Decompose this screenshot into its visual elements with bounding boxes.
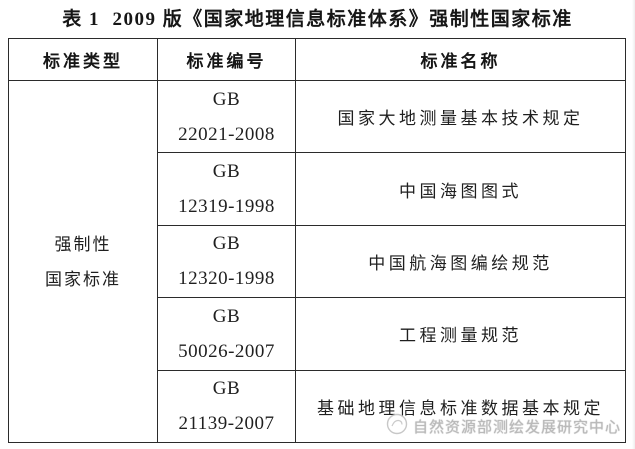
standard-code-cell: GB 12319-1998 [157,152,296,226]
code-prefix: GB [212,378,241,400]
standard-code-cell: GB 50026-2007 [157,297,296,371]
code-number: 50026-2007 [178,340,275,362]
table-row: GB 21139-2007 基础地理信息标准数据基本规定 [9,369,626,444]
standard-name-cell: 基础地理信息标准数据基本规定 [295,369,626,444]
standards-table: 标准类型 标准编号 标准名称 强制性 国家标准 GB 22021-2008 国家… [8,38,626,444]
code-number: 22021-2008 [178,123,275,145]
standard-name-cell: 中国海图图式 [295,152,626,226]
code-number: 12319-1998 [178,196,275,218]
standard-code-cell: GB 21139-2007 [157,369,296,444]
col-header-standard-type: 标准类型 [8,38,158,81]
standard-code-cell: GB 12320-1998 [157,224,296,299]
table-row: GB 12319-1998 中国海图图式 [9,152,626,226]
standard-type-line: 强制性 [54,234,112,254]
table-caption: 表 1 2009 版《国家地理信息标准体系》强制性国家标准 [62,9,573,30]
standard-name-cell: 国家大地测量基本技术规定 [295,79,626,154]
standard-type-cell: 强制性 国家标准 [8,80,158,443]
code-prefix: GB [212,305,241,327]
table-row: GB 50026-2007 工程测量规范 [9,297,626,371]
standard-name-cell: 中国航海图编绘规范 [295,224,626,299]
code-number: 21139-2007 [178,413,275,435]
standard-name-cell: 工程测量规范 [295,297,626,371]
code-prefix: GB [212,233,241,255]
table-row: 强制性 国家标准 GB 22021-2008 国家大地测量基本技术规定 [8,79,626,443]
code-number: 12320-1998 [178,268,275,290]
col-header-standard-code: 标准编号 [157,38,296,81]
standard-code-cell: GB 22021-2008 [157,79,296,154]
table-row: GB 12320-1998 中国航海图编绘规范 [9,224,626,299]
col-header-standard-name: 标准名称 [295,38,626,81]
code-prefix: GB [212,161,241,183]
code-prefix: GB [212,88,241,110]
table-header-row: 标准类型 标准编号 标准名称 [8,38,626,81]
standard-type-line: 国家标准 [45,269,121,289]
